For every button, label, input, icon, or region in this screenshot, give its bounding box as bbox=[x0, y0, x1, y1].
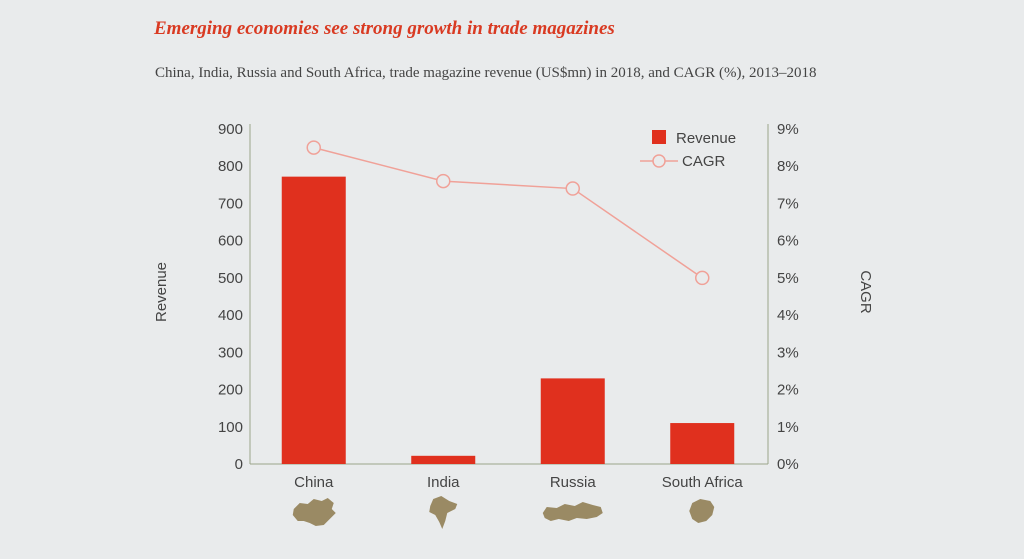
category-icons bbox=[292, 496, 715, 529]
category-labels: China India Russia South Africa bbox=[294, 474, 743, 491]
left-tick-label: 100 bbox=[218, 419, 243, 436]
left-tick-label: 900 bbox=[218, 121, 243, 138]
right-tick-label: 2% bbox=[777, 382, 799, 399]
chart-title: Emerging economies see strong growth in … bbox=[154, 18, 615, 39]
right-tick-label: 1% bbox=[777, 419, 799, 436]
cagr-point bbox=[306, 140, 321, 155]
china-map-icon bbox=[292, 498, 336, 526]
category-label: Russia bbox=[550, 474, 597, 491]
left-axis-title: Revenue bbox=[153, 262, 170, 322]
right-tick-label: 3% bbox=[777, 344, 799, 361]
left-tick-label: 0 bbox=[235, 456, 243, 473]
left-tick-labels: 0 100 200 300 400 500 600 700 800 900 bbox=[218, 121, 243, 473]
russia-map-icon bbox=[542, 502, 603, 521]
india-map-icon-shape bbox=[429, 496, 458, 529]
right-axis-title: CAGR bbox=[857, 270, 874, 314]
right-tick-label: 0% bbox=[777, 456, 799, 473]
legend-revenue-label: Revenue bbox=[676, 130, 736, 147]
revenue-bar bbox=[540, 378, 605, 464]
right-tick-label: 7% bbox=[777, 195, 799, 212]
cagr-point bbox=[695, 270, 710, 286]
china-map-icon-shape bbox=[292, 498, 336, 526]
right-tick-label: 5% bbox=[777, 270, 799, 287]
revenue-bar bbox=[281, 176, 346, 464]
legend-cagr-label: CAGR bbox=[682, 153, 726, 170]
legend-cagr-marker bbox=[652, 154, 666, 168]
left-tick-label: 400 bbox=[218, 307, 243, 324]
chart-subtitle: China, India, Russia and South Africa, t… bbox=[155, 65, 817, 81]
south-africa-map-icon bbox=[689, 499, 715, 523]
russia-map-icon-shape bbox=[542, 502, 603, 521]
india-map-icon bbox=[429, 496, 458, 529]
cagr-series bbox=[306, 140, 710, 286]
right-tick-label: 9% bbox=[777, 121, 799, 138]
south-africa-map-icon-shape bbox=[689, 499, 715, 523]
right-tick-label: 8% bbox=[777, 158, 799, 175]
left-tick-label: 700 bbox=[218, 195, 243, 212]
revenue-bars bbox=[281, 176, 735, 464]
cagr-point bbox=[565, 181, 580, 196]
category-label: India bbox=[427, 474, 460, 491]
revenue-bar bbox=[670, 423, 735, 464]
right-tick-labels: 0% 1% 2% 3% 4% 5% 6% 7% 8% 9% bbox=[777, 121, 799, 473]
left-tick-label: 300 bbox=[218, 344, 243, 361]
revenue-bar bbox=[411, 455, 476, 464]
left-tick-label: 200 bbox=[218, 382, 243, 399]
right-tick-label: 4% bbox=[777, 307, 799, 324]
cagr-line bbox=[313, 146, 703, 279]
category-label: China bbox=[294, 474, 334, 491]
left-tick-label: 500 bbox=[218, 270, 243, 287]
legend: Revenue CAGR bbox=[640, 130, 736, 170]
legend-revenue-swatch bbox=[652, 130, 666, 144]
left-tick-label: 800 bbox=[218, 158, 243, 175]
left-tick-label: 600 bbox=[218, 233, 243, 250]
cagr-point bbox=[436, 173, 451, 189]
category-label: South Africa bbox=[662, 474, 744, 491]
right-tick-label: 6% bbox=[777, 233, 799, 250]
